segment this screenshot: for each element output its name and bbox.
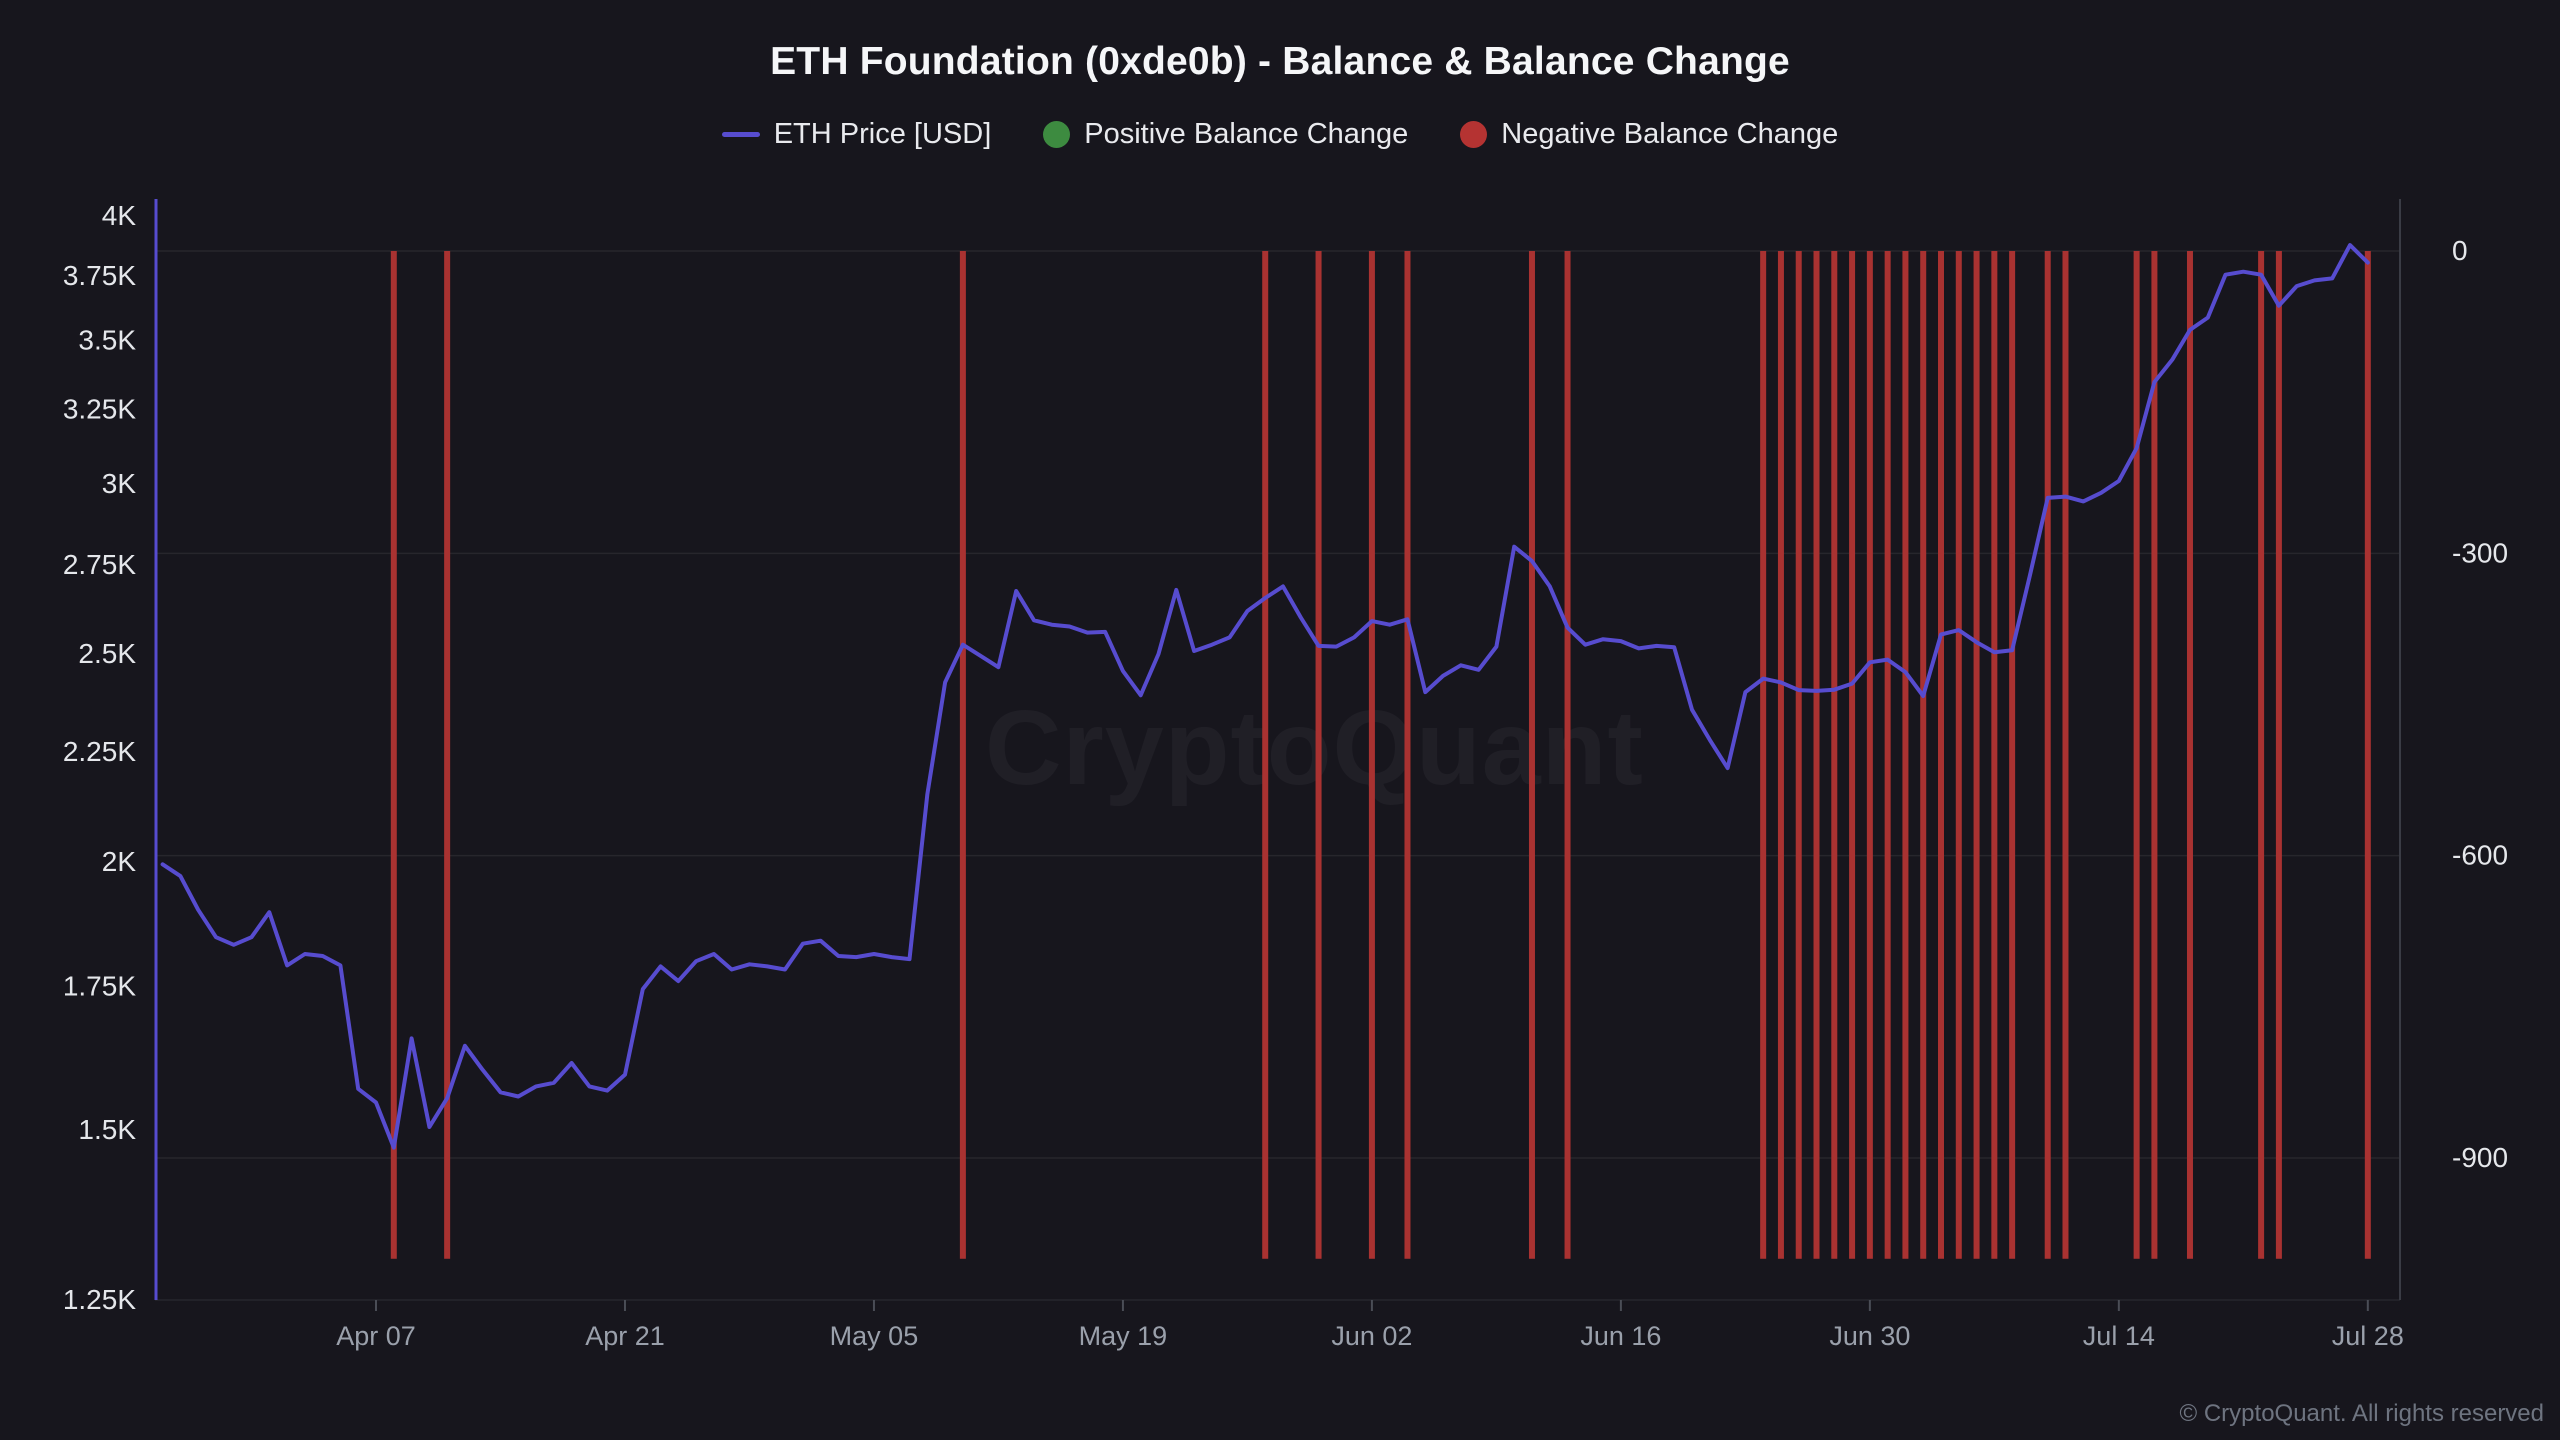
legend-label: Negative Balance Change — [1501, 118, 1839, 150]
left-axis-tick-label: 3K — [102, 468, 137, 499]
bar-negative-balance-change — [2258, 251, 2265, 1259]
bar-negative-balance-change — [1262, 251, 1269, 1259]
x-axis-tick-label: Apr 07 — [336, 1321, 416, 1351]
bar-negative-balance-change — [1813, 251, 1820, 1259]
left-axis-tick-label: 3.5K — [78, 324, 136, 355]
bar-negative-balance-change — [2133, 251, 2140, 1259]
x-axis-tick-label: Jun 30 — [1829, 1321, 1910, 1351]
x-axis-tick-label: May 05 — [830, 1321, 919, 1351]
x-axis-tick-label: Jun 16 — [1580, 1321, 1661, 1351]
left-axis-tick-label: 1.5K — [78, 1114, 136, 1145]
bar-negative-balance-change — [1315, 251, 1322, 1259]
bar-negative-balance-change — [1938, 251, 1944, 1259]
bar-negative-balance-change — [1973, 251, 1980, 1259]
left-axis-tick-label: 2K — [102, 846, 137, 877]
left-axis-tick-label: 1.25K — [63, 1284, 136, 1315]
left-axis-tick-label: 3.25K — [63, 394, 136, 425]
x-axis-tick-label: Jul 28 — [2332, 1321, 2404, 1351]
bar-negative-balance-change — [1795, 251, 1802, 1259]
bar-negative-balance-change — [1866, 251, 1873, 1259]
legend-label: ETH Price [USD] — [773, 118, 992, 150]
left-axis-tick-label: 2.75K — [63, 549, 136, 580]
legend-item-eth-price[interactable]: ETH Price [USD] — [721, 118, 992, 151]
legend-item-positive-balance-change[interactable]: Positive Balance Change — [1043, 118, 1408, 151]
bar-negative-balance-change — [1760, 251, 1767, 1259]
right-axis-tick-label: 0 — [2452, 235, 2468, 266]
left-axis-tick-label: 1.75K — [63, 970, 136, 1001]
positive-dot-icon — [1043, 121, 1071, 148]
bar-negative-balance-change — [1991, 251, 1998, 1259]
bar-negative-balance-change — [959, 251, 966, 1259]
eth-price-line — [160, 243, 2370, 1150]
bar-negative-balance-change — [1564, 251, 1571, 1259]
x-axis-tick-label: May 19 — [1079, 1321, 1168, 1351]
copyright-attribution: © CryptoQuant. All rights reserved — [2179, 1400, 2545, 1427]
bar-negative-balance-change — [2062, 251, 2069, 1259]
bar-negative-balance-change — [1884, 251, 1891, 1259]
negative-dot-icon — [1460, 121, 1488, 148]
bar-negative-balance-change — [2151, 251, 2158, 1259]
bar-negative-balance-change — [1920, 251, 1927, 1259]
left-axis-tick-label: 2.5K — [78, 638, 136, 669]
bar-negative-balance-change — [2275, 251, 2282, 1259]
bar-negative-balance-change — [2364, 251, 2371, 1259]
legend-label: Positive Balance Change — [1084, 118, 1409, 150]
page-title: ETH Foundation (0xde0b) - Balance & Bala… — [770, 40, 1790, 83]
bar-negative-balance-change — [444, 251, 451, 1259]
bar-negative-balance-change — [1831, 251, 1838, 1259]
x-axis-tick-label: Jun 02 — [1331, 1321, 1412, 1351]
legend-item-negative-balance-change[interactable]: Negative Balance Change — [1460, 118, 1838, 151]
chart-legend: ETH Price [USD] Positive Balance Change … — [0, 118, 2560, 151]
right-axis-tick-label: -600 — [2452, 840, 2508, 871]
left-axis-tick-label: 4K — [102, 200, 137, 231]
bar-negative-balance-change — [1528, 251, 1535, 1259]
bar-negative-balance-change — [390, 251, 397, 1259]
bar-negative-balance-change — [1902, 251, 1909, 1259]
bar-negative-balance-change — [1368, 251, 1375, 1259]
bar-negative-balance-change — [2186, 251, 2193, 1259]
right-axis-tick-label: -900 — [2452, 1142, 2508, 1173]
left-axis-tick-label: 3.75K — [63, 260, 136, 291]
bar-negative-balance-change — [2044, 251, 2051, 1259]
bar-negative-balance-change — [2009, 251, 2016, 1259]
left-axis-tick-label: 2.25K — [63, 736, 136, 767]
bar-negative-balance-change — [1849, 251, 1856, 1259]
right-axis-tick-label: -300 — [2452, 537, 2508, 568]
bar-negative-balance-change — [1777, 251, 1784, 1259]
x-axis-tick-label: Apr 21 — [585, 1321, 665, 1351]
price-line-swatch-icon — [721, 132, 760, 137]
bar-negative-balance-change — [1404, 251, 1411, 1259]
x-axis-tick-label: Jul 14 — [2083, 1321, 2155, 1351]
bar-negative-balance-change — [1955, 251, 1962, 1259]
